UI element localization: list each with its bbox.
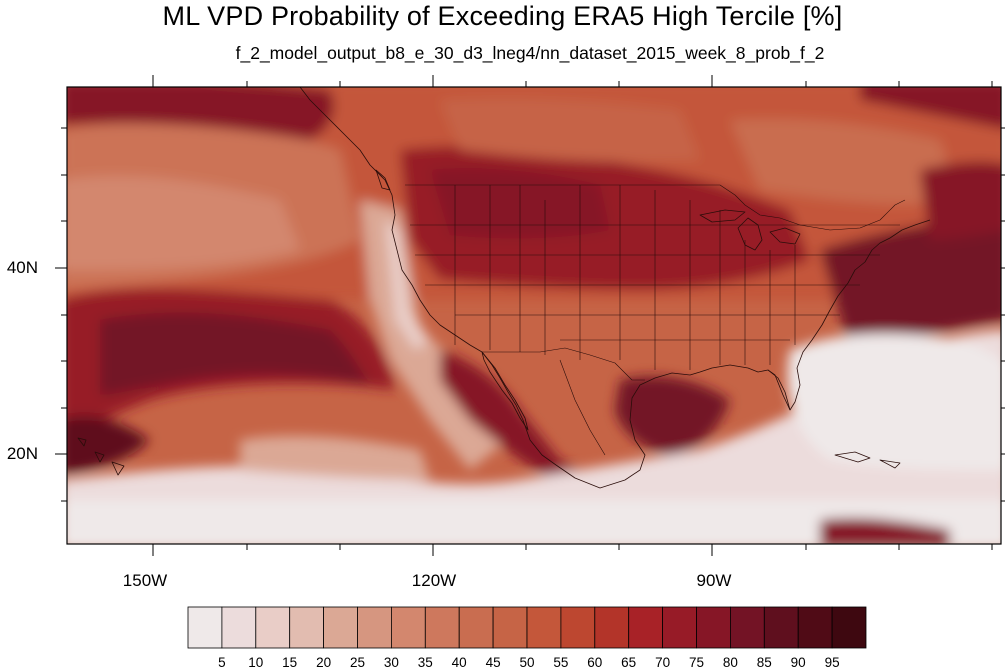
colorbar-tick-label: 65 [621, 655, 637, 670]
colorbar-swatch [730, 606, 765, 649]
colorbar-tick-label: 55 [553, 655, 569, 670]
colorbar-swatch [797, 606, 833, 649]
colorbar-swatch [289, 606, 325, 649]
colorbar-swatch [255, 606, 291, 649]
colorbar-swatch [526, 606, 562, 649]
colorbar-swatch [763, 606, 799, 649]
chart-title: ML VPD Probability of Exceeding ERA5 Hig… [162, 1, 843, 31]
colorbar-tick-label: 5 [218, 655, 226, 670]
colorbar-swatch [424, 606, 460, 649]
colorbar-tick-label: 70 [655, 655, 671, 670]
colorbar-tick-label: 10 [248, 655, 264, 670]
colorbar-swatch [662, 606, 697, 649]
colorbar-swatch [492, 606, 528, 649]
colorbar-tick-label: 75 [688, 655, 705, 670]
colorbar-swatch [187, 606, 223, 649]
colorbar-tick-label: 35 [417, 655, 433, 670]
colorbar-tick-label: 15 [282, 655, 298, 670]
colorbar-tick-label: 40 [451, 655, 467, 670]
colorbar-swatch [323, 606, 358, 649]
lon-label-150w: 150W [122, 571, 168, 590]
colorbar-tick-label: 45 [485, 655, 501, 670]
colorbar-swatch [458, 606, 494, 649]
lon-label-90w: 90W [696, 571, 732, 590]
colorbar-swatch [357, 606, 392, 649]
colorbar-tick-label: 20 [316, 655, 332, 670]
colorbar-tick-label: 90 [790, 655, 806, 670]
lat-label-40n: 40N [6, 258, 38, 277]
colorbar-swatch [594, 606, 630, 649]
axis-ticks [55, 75, 1005, 556]
colorbar-tick-label: 30 [383, 655, 399, 670]
colorbar-tick-label: 50 [519, 655, 535, 670]
colorbar-tick-label: 95 [824, 655, 840, 670]
colorbar-tick-label: 85 [756, 655, 772, 670]
probability-field [67, 87, 1001, 544]
colorbar-tick-label: 60 [587, 655, 603, 670]
colorbar-tick-label: 25 [349, 655, 366, 670]
coastlines [77, 87, 931, 489]
colorbar-swatch [831, 606, 867, 649]
chart-subtitle: f_2_model_output_b8_e_30_d3_lneg4/nn_dat… [235, 43, 825, 63]
colorbar-tick-label: 80 [722, 655, 738, 670]
colorbar [187, 606, 867, 649]
colorbar-swatch [390, 606, 426, 649]
lat-label-20n: 20N [6, 444, 38, 463]
lon-label-120w: 120W [411, 571, 457, 590]
colorbar-swatch [221, 606, 257, 649]
colorbar-swatch [628, 606, 664, 649]
political-borders [405, 184, 906, 456]
colorbar-swatch [560, 606, 596, 649]
colorbar-swatch [696, 606, 731, 649]
